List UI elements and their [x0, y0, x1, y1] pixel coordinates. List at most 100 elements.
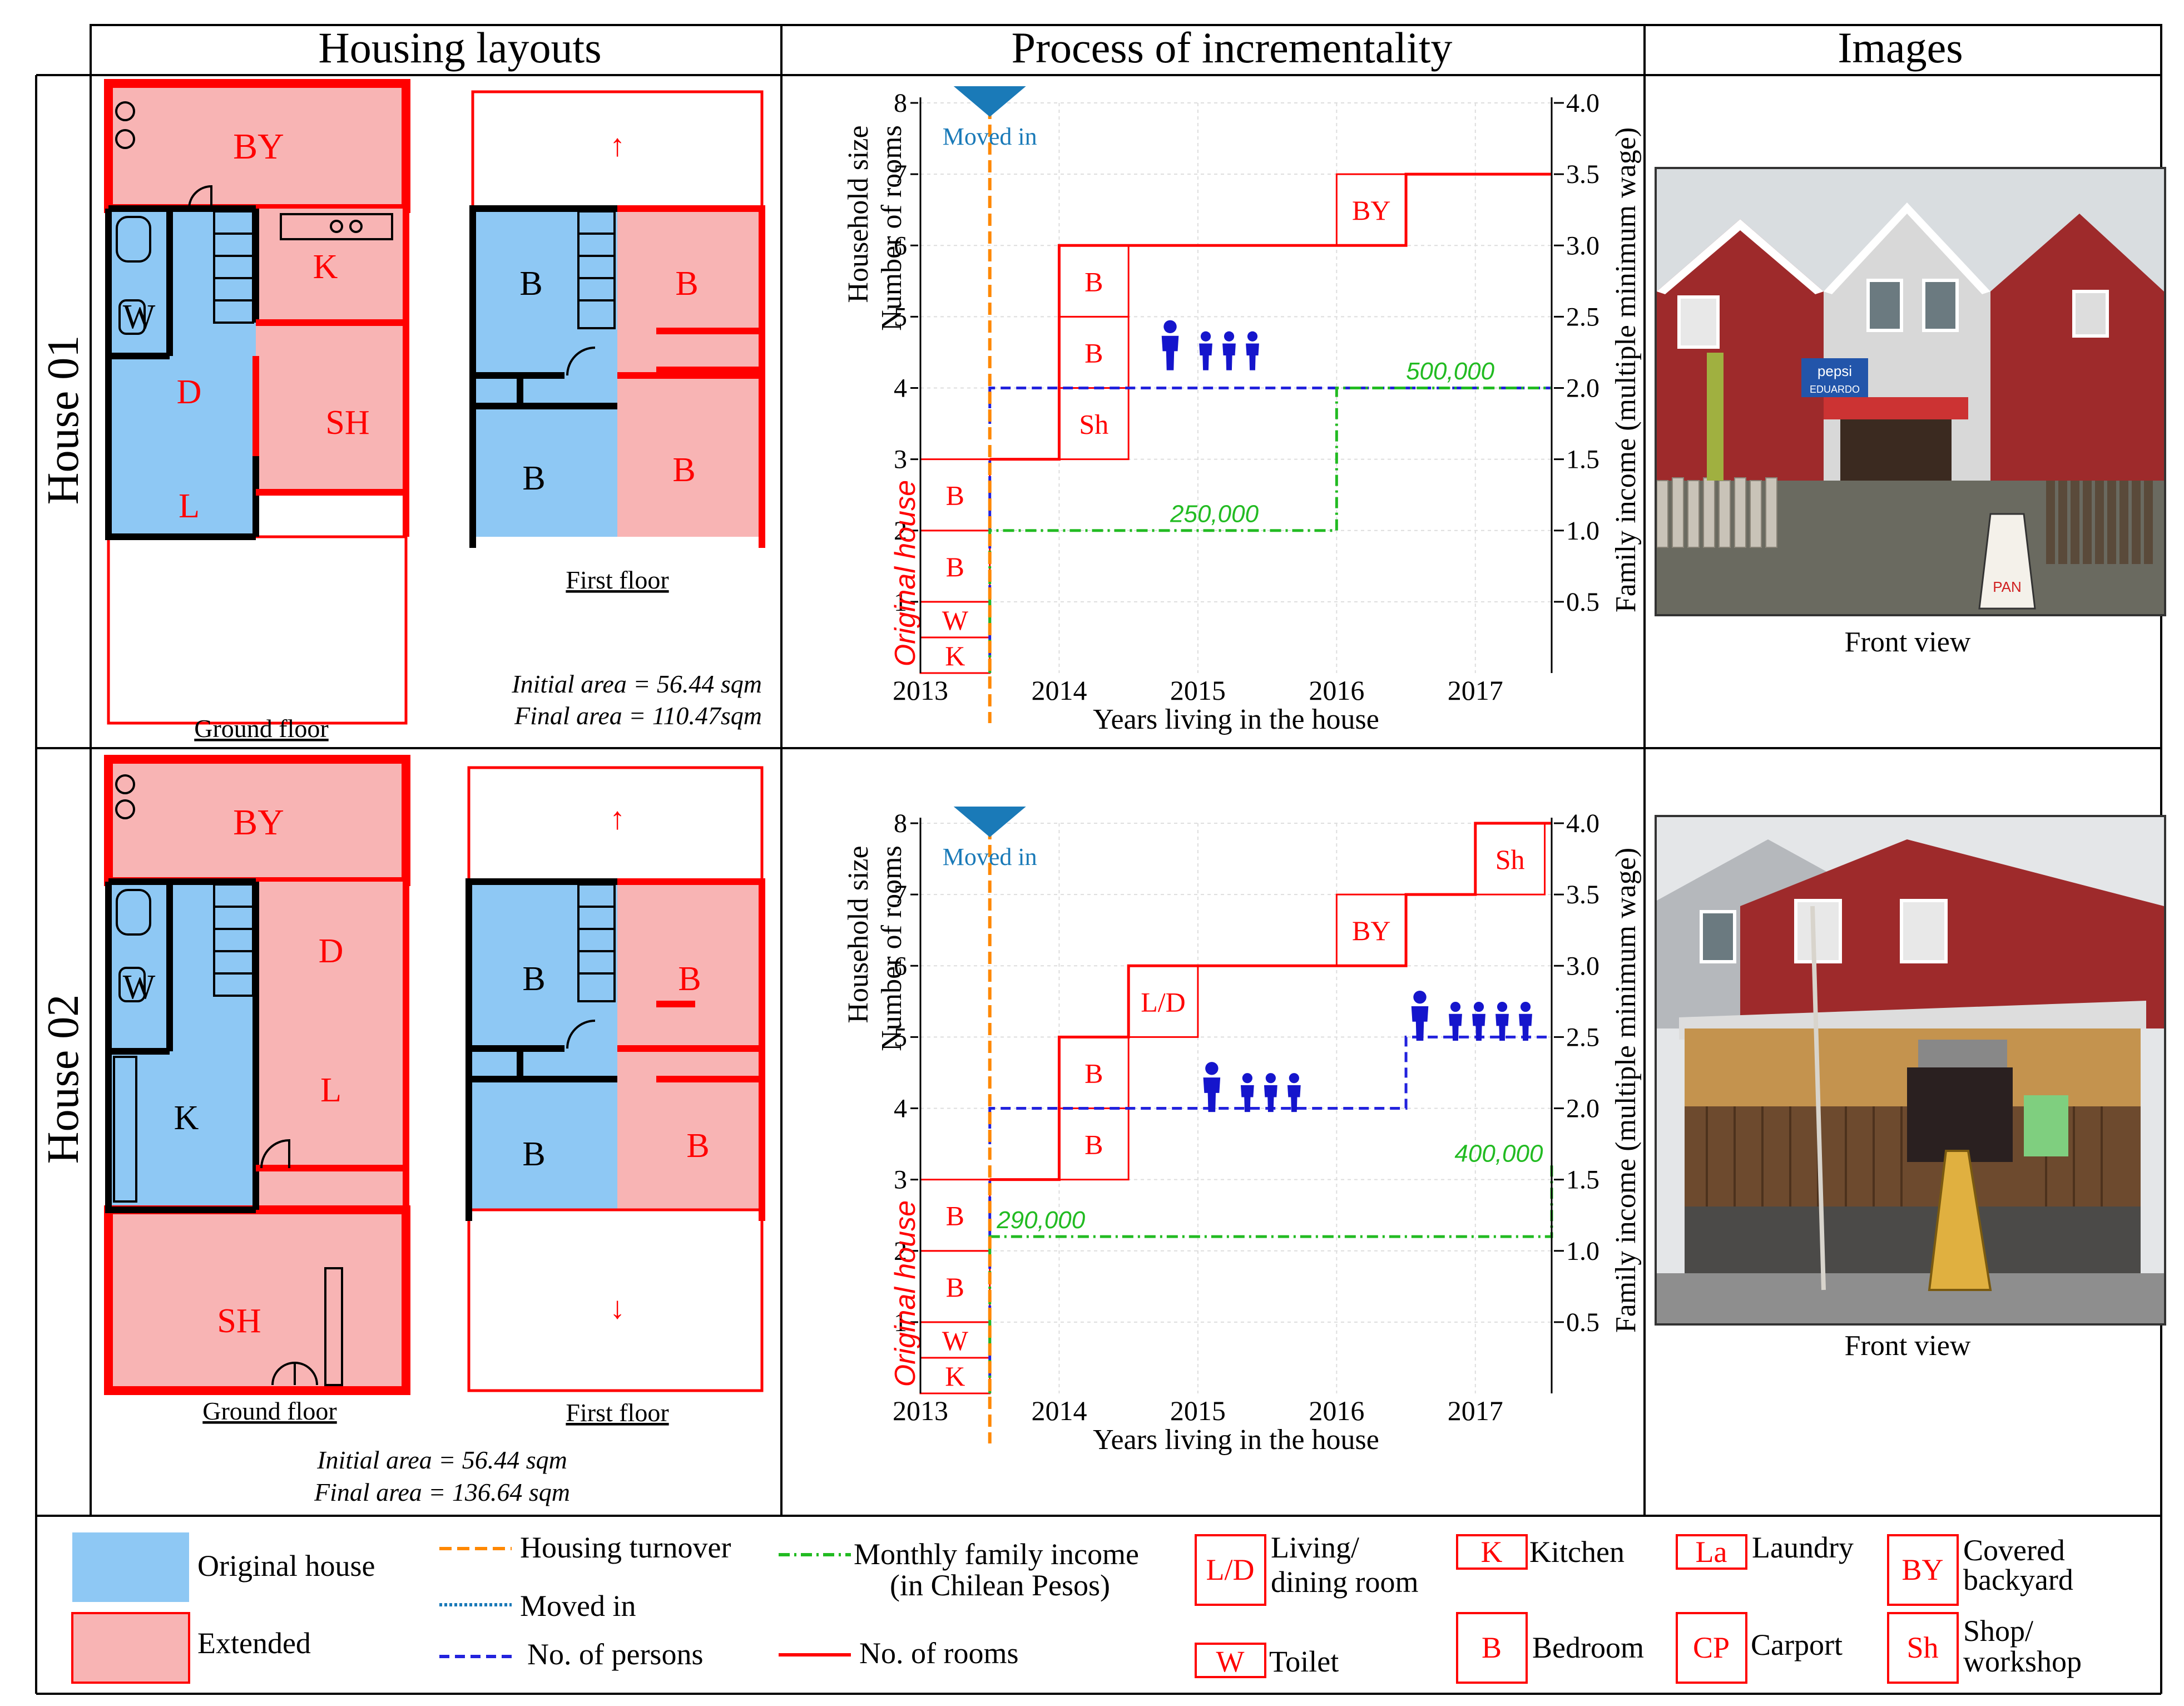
chart1-xtick-2016: 2016: [1309, 1395, 1364, 1426]
legend-text-ld2: dining room: [1271, 1565, 1419, 1599]
chart1-xtick-2017: 2017: [1448, 1395, 1503, 1426]
chart1-added-block-3: [1335, 893, 1407, 967]
chart0-income-label-0: 250,000: [1170, 500, 1259, 527]
house02-front-photo: [1655, 815, 2166, 1326]
header-images: Images: [1838, 23, 1963, 72]
chart0-xtick-2016: 2016: [1309, 675, 1364, 706]
legend-no-persons: No. of persons: [527, 1638, 703, 1671]
legend-text-ld1: Living/: [1271, 1531, 1359, 1564]
legend-income-line2: (in Chilean Pesos): [890, 1569, 1110, 1602]
chart1-person-0-0-body: [1203, 1077, 1221, 1112]
chart0-series-no--of-rooms: [989, 172, 1552, 461]
chart0-ylabel-left-1: 1: [894, 587, 907, 617]
chart0-added-block-3: [1335, 173, 1407, 246]
h1-final-area: Final area = 110.47sqm: [514, 701, 762, 730]
chart1-person-0-2: [1264, 1073, 1277, 1112]
chart1-person-1-4-head: [1520, 1001, 1531, 1012]
chart1-added-label-2: L/D: [1141, 986, 1186, 1017]
h2-room-b3: B: [522, 1135, 545, 1173]
chart0-ylabel-right-3.0: 3.0: [1566, 231, 1599, 260]
chart1-added-block-1: [1058, 1036, 1130, 1109]
h1-initial-area: Initial area = 56.44 sqm: [511, 670, 762, 698]
house02-photo-drawing: [1657, 817, 2164, 1323]
legend-housing-turnover: Housing turnover: [520, 1531, 731, 1564]
chart0-ylabel-right-2.5: 2.5: [1566, 302, 1599, 332]
chart1-series-monthly-family-income: [988, 1165, 1553, 1393]
chart1-income-label-1: 400,000: [1454, 1140, 1543, 1168]
chart0-ylabel-left-6: 6: [894, 231, 907, 260]
h1-room-b2: B: [675, 265, 698, 303]
h2-room-d: D: [319, 932, 344, 970]
chart1-orig-label-1: W: [942, 1325, 969, 1356]
chart1-ylabel-left-5: 5: [894, 1022, 907, 1052]
chart1-person-1-1-head: [1450, 1001, 1461, 1012]
chart0-person-0-2-head: [1224, 331, 1235, 342]
chart1-person-0-0: [1203, 1062, 1221, 1112]
h1-room-k: K: [313, 248, 338, 286]
chart1-person-1-2: [1472, 1001, 1485, 1041]
chart0-ylabel-left-4: 4: [894, 374, 907, 403]
house02-incrementality-chart: 1 2 3 4 5 6 7 8 0.5 1.0 1.5 2.0 2.5 3.0 3.5 4.0 2013 2014…: [843, 807, 1642, 1456]
chart1-person-1-1: [1449, 1001, 1462, 1041]
legend-code-sh: Sh: [1906, 1631, 1938, 1664]
h1-room-b1: B: [519, 265, 542, 303]
h1-first-caption: First floor: [566, 566, 668, 594]
chart1-ylabel-inner: Number of rooms: [876, 845, 908, 1051]
chart0-ylabel-right-1.5: 1.5: [1566, 445, 1599, 474]
header-housing-layouts: Housing layouts: [318, 23, 601, 72]
house01-photo-shop-sign: EDUARDO: [1810, 384, 1860, 395]
chart1-ylabel-outer: Household size: [843, 845, 874, 1023]
chart1-moved-in-label: Moved in: [943, 843, 1037, 871]
chart1-ylabel-right-3.0: 3.0: [1566, 951, 1599, 981]
chart0-ylabel-right-0.5: 0.5: [1566, 587, 1599, 617]
h2-room-by: BY: [233, 802, 284, 843]
row-label-house-02: House 02: [39, 995, 88, 1164]
chart0-ylabel-right-3.5: 3.5: [1566, 160, 1599, 189]
chart1-original-house-label: Original house: [889, 1200, 922, 1387]
h1-room-l: L: [179, 487, 200, 525]
chart1-person-1-0-body: [1411, 1006, 1429, 1041]
chart1-person-1-2-body: [1472, 1013, 1485, 1041]
house01-photo-board: PAN: [1993, 578, 2022, 595]
legend-income-line1: Monthly family income: [854, 1537, 1139, 1571]
chart0-orig-block-2: [919, 530, 991, 603]
chart1-added-block-2: [1127, 965, 1199, 1038]
chart0-xlabel: Years living in the house: [1093, 704, 1379, 735]
chart0-person-0-0-head: [1163, 320, 1177, 334]
chart0-person-0-3-body: [1246, 343, 1259, 370]
chart1-moved-in-marker: [953, 807, 1026, 837]
chart1-orig-block-3: [919, 1179, 991, 1252]
legend-code-ld: L/D: [1206, 1553, 1255, 1586]
house01-first-floor-plan: ↑ B B B B First floor Initial area = 56.…: [469, 90, 765, 730]
chart1-orig-label-3: B: [946, 1200, 964, 1232]
chart1-income-label-0: 290,000: [996, 1206, 1086, 1234]
h2-room-b4: B: [686, 1127, 709, 1165]
chart1-person-0-1-body: [1240, 1085, 1254, 1112]
chart1-orig-block-1: [919, 1321, 991, 1359]
h2-room-w: W: [123, 968, 156, 1006]
h1-ground-caption: Ground floor: [194, 714, 328, 743]
chart1-ylabel-right-2.0: 2.0: [1566, 1094, 1599, 1124]
chart0-xtick-2017: 2017: [1448, 675, 1503, 706]
chart0-xtick-2015: 2015: [1170, 675, 1226, 706]
chart0-xtick-2014: 2014: [1031, 675, 1087, 706]
legend-code-k: K: [1481, 1535, 1503, 1569]
house01-front-photo: pepsi EDUARDO PAN: [1655, 167, 2166, 616]
h1-room-d: D: [177, 373, 202, 411]
h1-room-b4: B: [672, 451, 695, 489]
legend-extended-swatch: [71, 1612, 190, 1684]
chart1-person-1-1-body: [1449, 1013, 1462, 1041]
chart1-ylabel-left-8: 8: [894, 809, 907, 838]
chart1-person-1-0: [1411, 990, 1429, 1041]
header-process: Process of incrementality: [1012, 23, 1453, 72]
chart1-added-block-4: [1474, 822, 1546, 896]
chart1-ylabel-right: Family income (multiple minimum wage): [1610, 848, 1642, 1333]
chart0-added-block-1: [1058, 315, 1130, 389]
chart0-ylabel-left-2: 2: [894, 516, 907, 546]
house01-incrementality-chart: 1 2 3 4 5 6 7 8 0.5 1.0 1.5 2.0 2.5 3.0 3.5 4.0 2013 2014…: [843, 86, 1642, 735]
chart0-person-0-0: [1161, 320, 1179, 370]
chart0-ylabel-inner: Number of rooms: [876, 125, 908, 331]
legend-code-cp: CP: [1693, 1631, 1730, 1664]
chart1-person-1-3: [1495, 1001, 1509, 1041]
